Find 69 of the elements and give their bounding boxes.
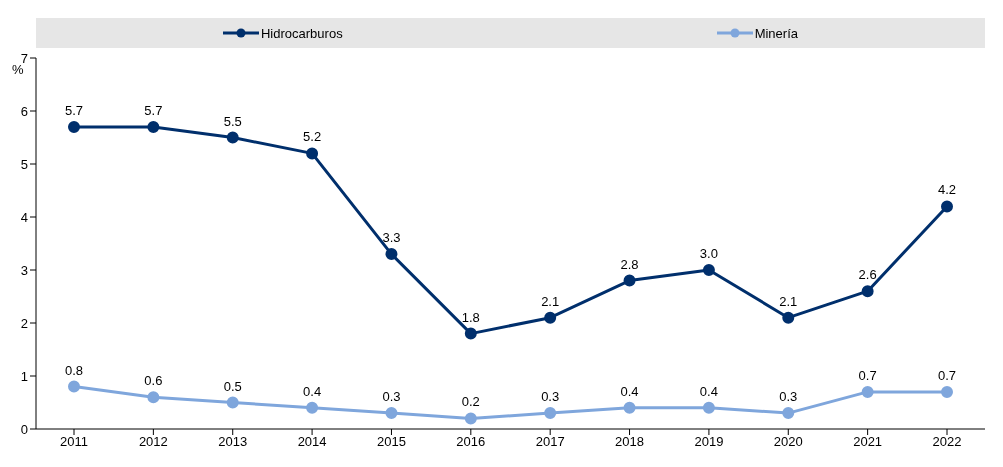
point	[147, 391, 160, 404]
legend-label: Minería	[754, 25, 798, 41]
x-tick-label: 2022	[932, 434, 962, 450]
y-tick-label: 2	[20, 315, 28, 331]
point	[226, 131, 239, 144]
data-label: 0.4	[699, 383, 718, 399]
data-label: 0.5	[223, 378, 242, 394]
x-tick-label: 2012	[138, 434, 168, 450]
data-label: 0.4	[303, 383, 322, 399]
point	[68, 120, 80, 133]
data-label: 0.3	[779, 389, 798, 405]
point	[147, 120, 160, 133]
y-tick-label: 6	[20, 103, 28, 119]
point	[623, 274, 636, 287]
x-tick-label: 2018	[615, 434, 645, 450]
data-label: 0.7	[937, 367, 957, 383]
x-tick-label: 2014	[297, 434, 327, 450]
point	[702, 264, 715, 276]
data-label: 0.3	[382, 389, 401, 405]
x-tick-label: 2017	[535, 434, 565, 450]
point	[702, 401, 715, 414]
data-label: 2.1	[779, 293, 798, 309]
data-label: 0.4	[620, 383, 639, 399]
x-tick-label: 2019	[694, 434, 724, 450]
legend-label: Hidrocarburos	[260, 25, 343, 41]
point	[782, 311, 795, 324]
data-label: 5.7	[144, 102, 163, 118]
point	[306, 147, 319, 160]
data-label: 2.1	[541, 293, 560, 309]
data-label: 5.7	[64, 102, 84, 118]
x-tick-label: 2011	[60, 434, 88, 450]
point	[544, 407, 557, 420]
data-label: 1.8	[461, 309, 480, 325]
point	[623, 401, 636, 414]
point	[385, 407, 398, 420]
x-tick-label: 2020	[773, 434, 803, 450]
data-label: 0.2	[461, 394, 480, 410]
y-tick-label: 4	[20, 209, 28, 225]
point	[68, 380, 80, 393]
data-label: 3.3	[382, 230, 401, 246]
data-label: 0.8	[64, 362, 84, 378]
point	[385, 248, 398, 261]
y-tick-label: 5	[20, 156, 28, 172]
y-tick-label: 3	[20, 262, 28, 278]
x-tick-label: 2021	[853, 434, 883, 450]
point	[464, 412, 477, 425]
point	[861, 385, 874, 398]
point	[306, 401, 319, 414]
data-label: 5.2	[303, 129, 322, 145]
data-label: 4.2	[937, 182, 957, 198]
data-label: 0.7	[858, 367, 877, 383]
x-tick-label: 2016	[456, 434, 486, 450]
x-tick-label: 2015	[376, 434, 406, 450]
x-tick-label: 2013	[218, 434, 248, 450]
data-label: 3.0	[699, 246, 718, 261]
data-label: 2.6	[858, 267, 877, 283]
point	[226, 396, 239, 409]
point	[941, 200, 953, 213]
point	[782, 407, 795, 420]
y-tick-label: 1	[20, 368, 28, 384]
data-label: 0.6	[144, 373, 163, 389]
data-label: 0.3	[541, 389, 560, 405]
data-label: 2.8	[620, 256, 639, 272]
point	[941, 385, 953, 398]
point	[464, 327, 477, 340]
y-tick-label: 0	[20, 421, 28, 437]
point	[544, 311, 557, 324]
point	[861, 285, 874, 298]
data-label: 5.5	[223, 113, 242, 129]
